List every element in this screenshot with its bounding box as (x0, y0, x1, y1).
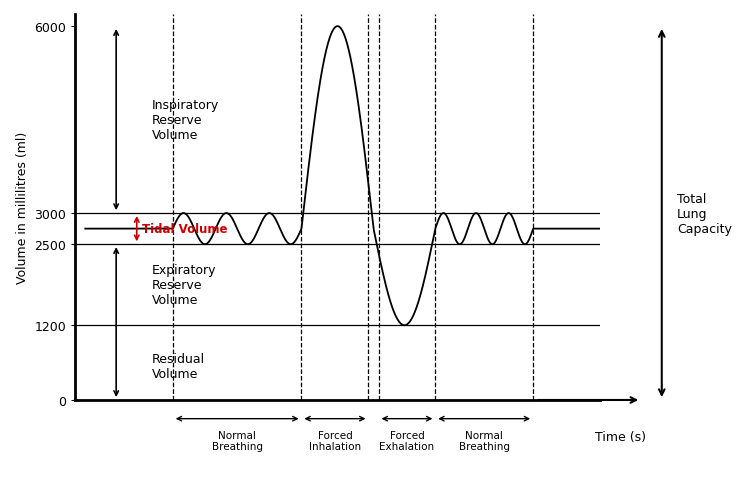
Text: Time (s): Time (s) (595, 430, 646, 443)
Text: Normal
Breathing: Normal Breathing (459, 430, 510, 451)
Text: Tidal Volume: Tidal Volume (142, 223, 227, 236)
Text: Normal
Breathing: Normal Breathing (211, 430, 262, 451)
Text: Forced
Inhalation: Forced Inhalation (309, 430, 361, 451)
Text: Inspiratory
Reserve
Volume: Inspiratory Reserve Volume (152, 99, 220, 142)
Text: Expiratory
Reserve
Volume: Expiratory Reserve Volume (152, 264, 217, 306)
Text: Forced
Exhalation: Forced Exhalation (380, 430, 434, 451)
Y-axis label: Volume in millilitres (ml): Volume in millilitres (ml) (16, 131, 28, 284)
Text: Residual
Volume: Residual Volume (152, 352, 206, 380)
Text: Total
Lung
Capacity: Total Lung Capacity (677, 192, 732, 235)
